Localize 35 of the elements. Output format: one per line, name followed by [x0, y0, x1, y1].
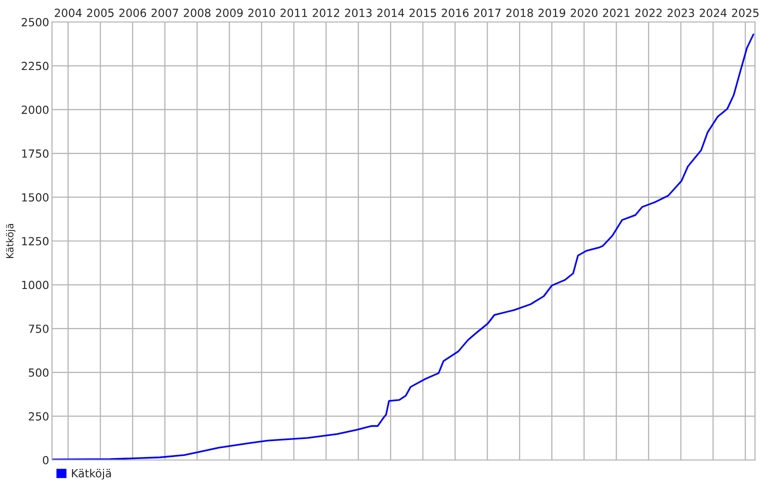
x-tick-label: 2018	[506, 8, 533, 18]
x-tick-label: 2022	[635, 8, 662, 18]
x-tick-label: 2010	[248, 8, 276, 18]
x-tick-label: 2006	[119, 8, 146, 18]
x-tick-label: 2021	[603, 8, 630, 18]
y-tick-label: 500	[28, 368, 48, 377]
x-tick-label: 2017	[474, 8, 501, 18]
y-tick-label: 2500	[22, 18, 48, 26]
y-tick-label: 2000	[22, 106, 48, 114]
x-tick-label: 2025	[732, 8, 758, 18]
y-tick-label: 1500	[22, 193, 48, 202]
y-tick-label: 0	[42, 456, 48, 464]
x-tick-label: 2014	[377, 8, 404, 18]
x-tick-label: 2011	[280, 8, 307, 18]
y-tick-label: 1000	[22, 280, 48, 290]
y-tick-label: 1750	[22, 149, 48, 158]
x-tick-label: 2015	[410, 8, 436, 18]
x-tick-label: 2004	[54, 8, 82, 18]
x-tick-label: 2024	[700, 8, 727, 18]
y-tick-label: 750	[28, 324, 48, 333]
y-tick-label: 1250	[22, 236, 48, 246]
x-tick-label: 2019	[538, 8, 566, 18]
y-tick-label: 250	[28, 412, 48, 421]
y-axis-title: Kätköjä	[6, 224, 16, 258]
y-tick-label: 2250	[22, 62, 48, 70]
x-tick-label: 2016	[442, 8, 469, 18]
x-tick-label: 2023	[668, 8, 694, 18]
x-tick-label: 2013	[345, 8, 372, 18]
x-tick-label: 2008	[184, 8, 210, 18]
x-tick-label: 2005	[87, 8, 114, 18]
x-tick-label: 2007	[152, 8, 178, 18]
x-tick-label: 2012	[312, 8, 340, 18]
x-tick-label: 2020	[570, 8, 598, 18]
legend-label: Kätköjä	[72, 468, 111, 480]
x-tick-label: 2009	[216, 8, 243, 18]
